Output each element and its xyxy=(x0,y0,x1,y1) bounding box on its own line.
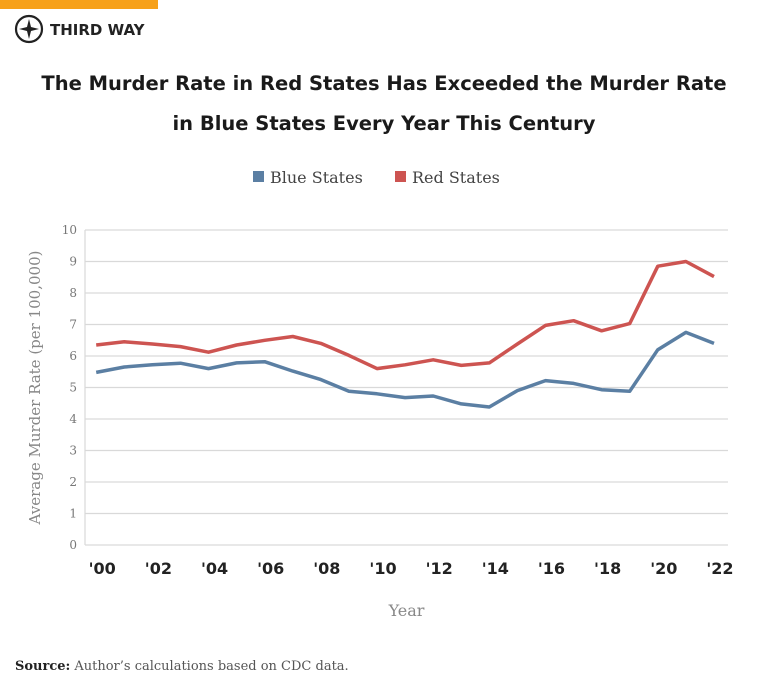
x-tick-label: '02 xyxy=(145,559,172,578)
y-tick-label: 7 xyxy=(69,318,77,332)
source-label: Source: xyxy=(15,659,70,674)
source-text: Author’s calculations based on CDC data. xyxy=(73,659,348,674)
x-tick-label: '16 xyxy=(538,559,565,578)
logo-icon xyxy=(14,14,44,44)
x-tick-label: '20 xyxy=(650,559,677,578)
accent-bar xyxy=(0,0,158,9)
chart-title: The Murder Rate in Red States Has Exceed… xyxy=(41,72,726,135)
y-axis-label: Average Murder Rate (per 100,000) xyxy=(26,251,44,526)
y-tick-label: 6 xyxy=(69,349,77,363)
x-tick-label: '22 xyxy=(706,559,733,578)
y-tick-label: 10 xyxy=(62,223,77,237)
legend-label: Red States xyxy=(412,168,500,187)
y-tick-label: 9 xyxy=(69,255,77,269)
brand: THIRD WAY xyxy=(50,21,146,39)
legend-label: Blue States xyxy=(270,168,363,187)
y-tick-label: 2 xyxy=(69,475,77,489)
y-tick-label: 8 xyxy=(69,286,77,300)
y-tick-label: 0 xyxy=(69,538,77,552)
x-tick-label: '08 xyxy=(313,559,340,578)
series-line xyxy=(95,330,715,409)
x-tick-label: '12 xyxy=(426,559,453,578)
x-tick-label: '14 xyxy=(482,559,509,578)
legend-swatch xyxy=(253,171,264,182)
x-tick-label: '06 xyxy=(257,559,284,578)
y-tick-label: 5 xyxy=(69,381,77,395)
y-tick-label: 1 xyxy=(69,507,77,521)
series-line xyxy=(96,259,715,371)
y-tick-label: 4 xyxy=(69,412,77,426)
x-axis-label: Year xyxy=(388,601,425,620)
y-tick-label: 3 xyxy=(69,444,77,458)
x-tick-label: '18 xyxy=(594,559,621,578)
x-tick-label: '00 xyxy=(89,559,116,578)
legend-swatch xyxy=(395,171,406,182)
source: Source: Author’s calculations based on CD… xyxy=(15,659,349,674)
x-tick-label: '10 xyxy=(369,559,396,578)
x-tick-label: '04 xyxy=(201,559,228,578)
